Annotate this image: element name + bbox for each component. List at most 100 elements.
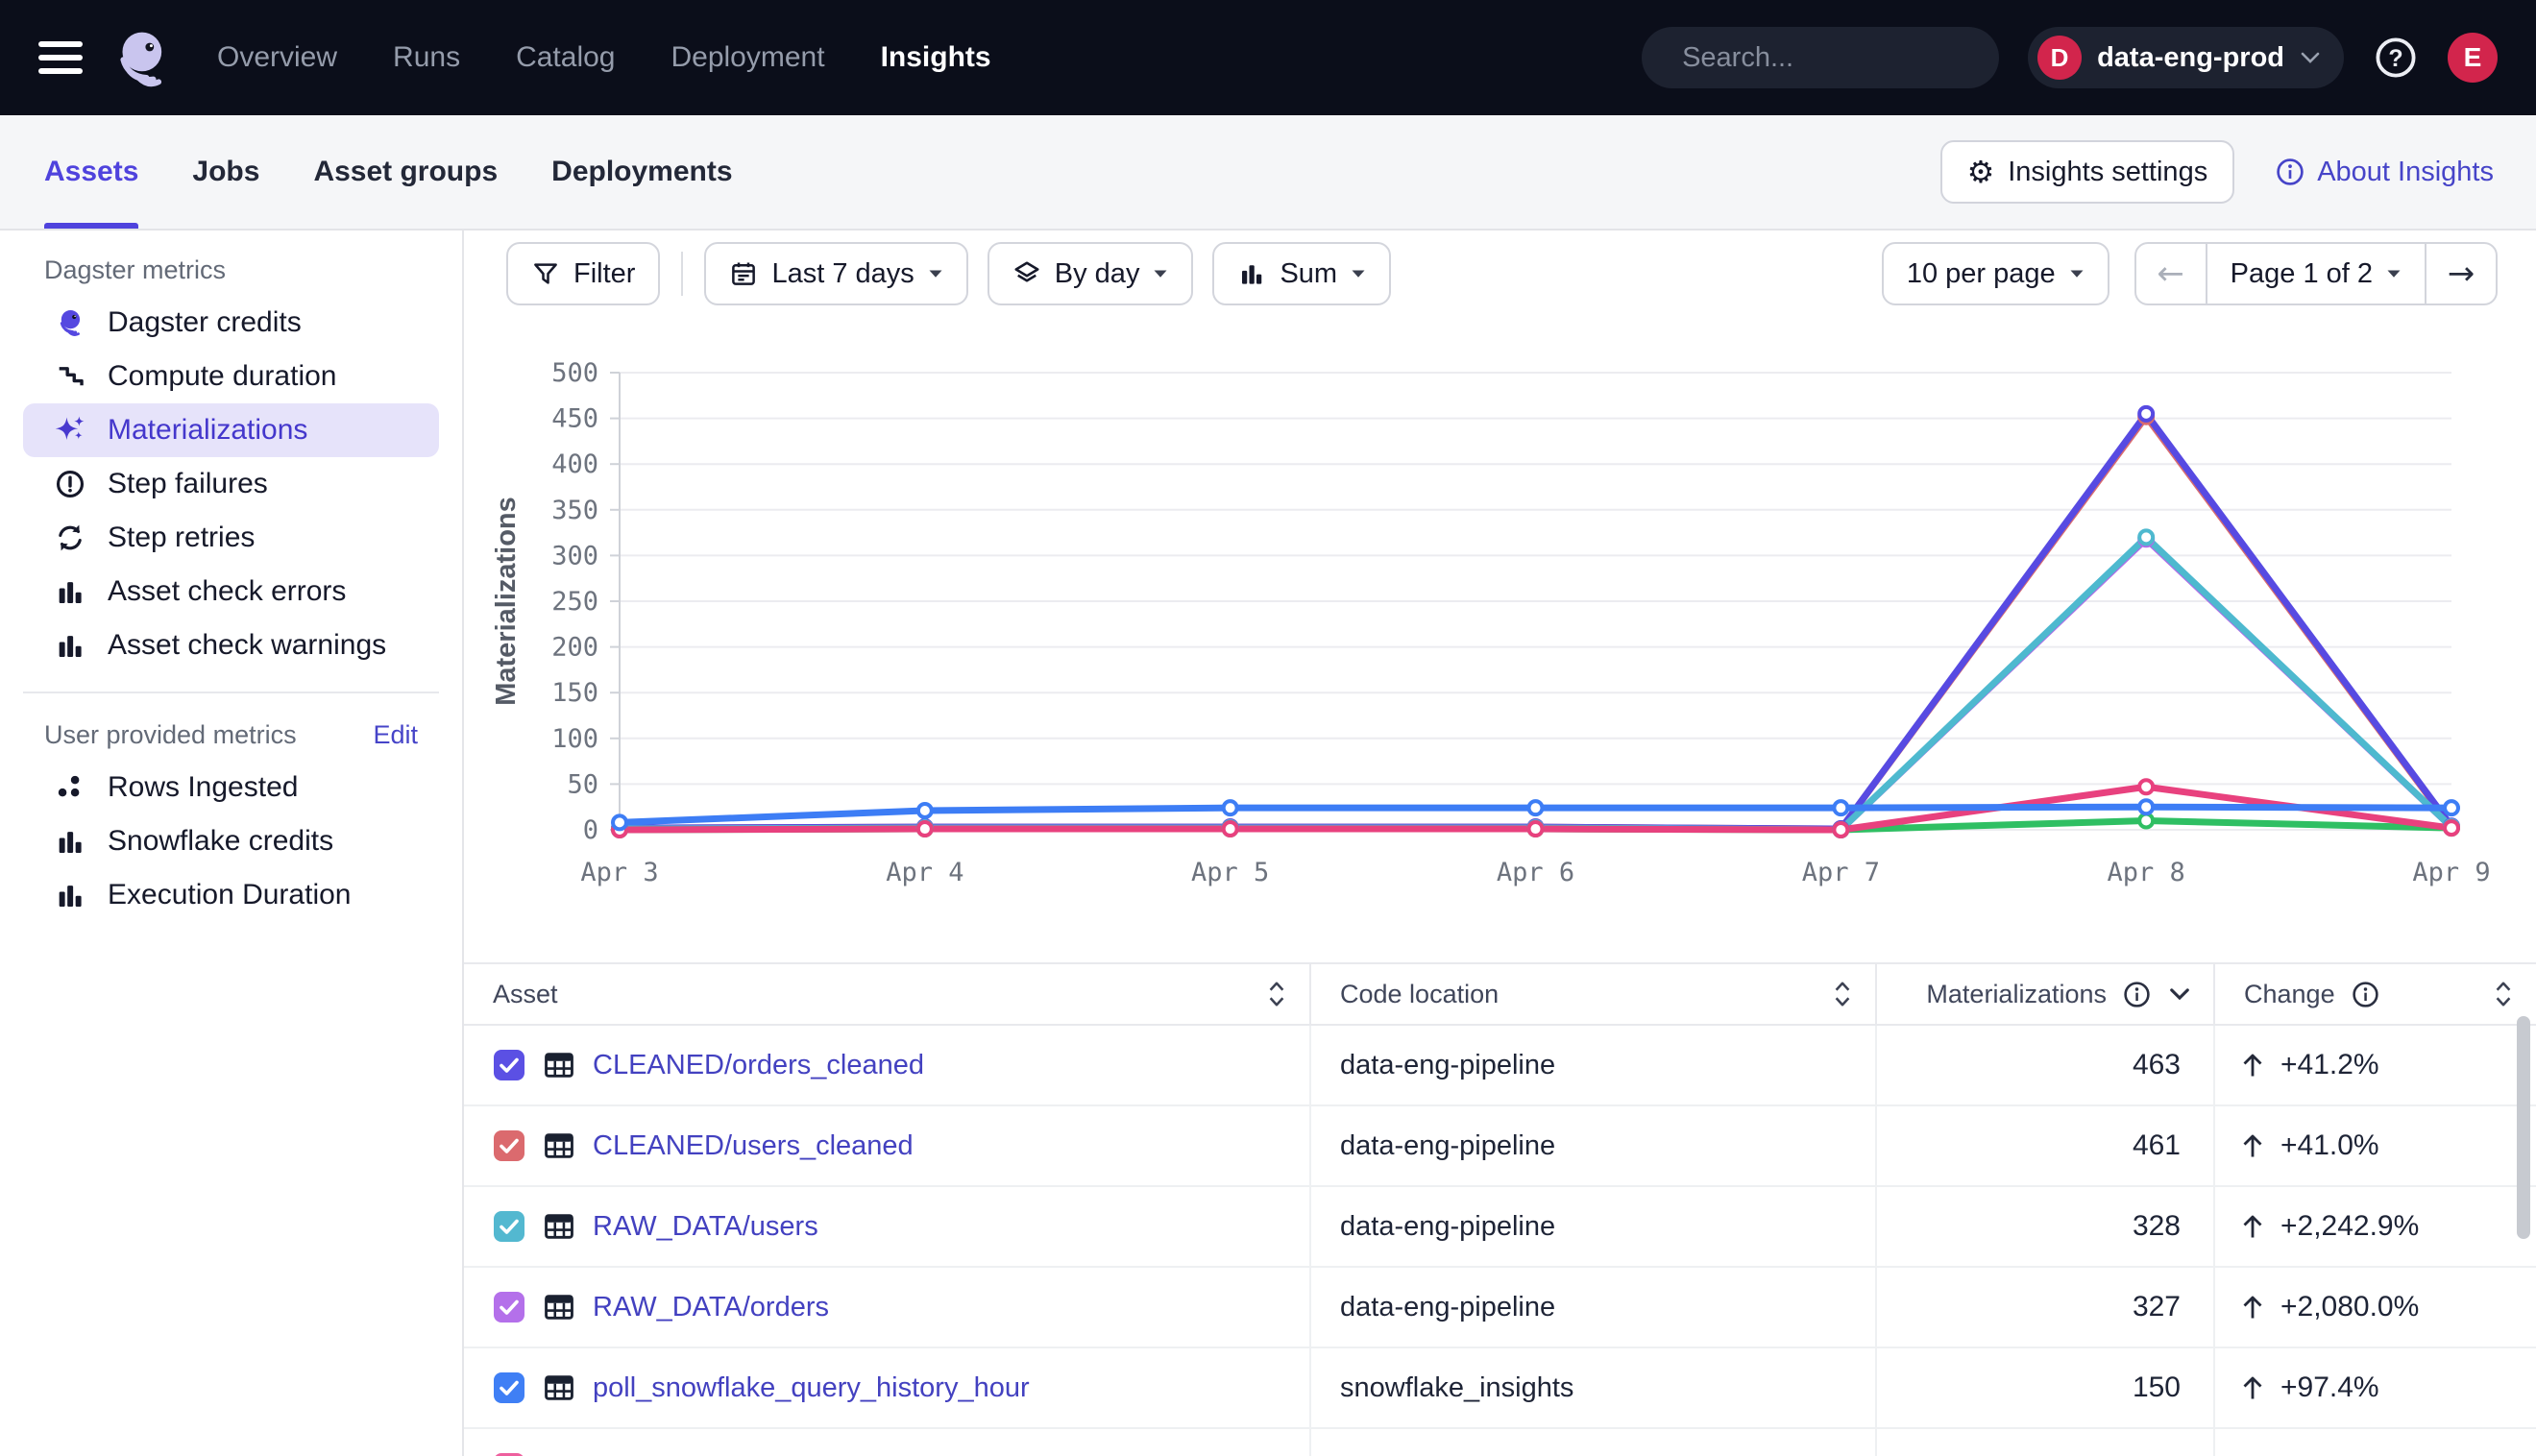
date-range-label: Last 7 days	[771, 258, 914, 290]
info-icon[interactable]	[2122, 980, 2152, 1009]
data-point	[1224, 822, 1237, 836]
tab-assets[interactable]: Assets	[44, 115, 138, 229]
dots-icon	[54, 771, 86, 804]
x-tick-label: Apr 3	[580, 858, 658, 887]
nav-item-deployment[interactable]: Deployment	[671, 41, 824, 74]
sidebar-item-step-retries[interactable]: Step retries	[23, 511, 439, 565]
search-input[interactable]	[1682, 42, 2044, 74]
row-checkbox[interactable]	[493, 1129, 525, 1162]
svg-text:?: ?	[2388, 45, 2402, 72]
sidebar-item-asset-check-errors[interactable]: Asset check errors	[23, 565, 439, 619]
insights-settings-label: Insights settings	[2008, 157, 2207, 188]
nav-item-insights[interactable]: Insights	[881, 41, 991, 74]
filter-button[interactable]: Filter	[506, 242, 660, 305]
row-checkbox[interactable]	[493, 1452, 525, 1456]
tab-jobs[interactable]: Jobs	[192, 115, 259, 229]
dagster-logo-icon[interactable]	[110, 26, 173, 89]
aggregation-dropdown[interactable]: Sum	[1212, 242, 1391, 305]
avatar[interactable]: E	[2448, 33, 2498, 83]
x-tick-label: Apr 5	[1191, 858, 1269, 887]
change-cell: +2,242.9%	[2213, 1187, 2536, 1268]
org-badge: D	[2037, 36, 2082, 80]
data-point	[2139, 813, 2153, 827]
data-point	[2139, 800, 2153, 813]
menu-icon[interactable]	[38, 41, 83, 74]
x-tick-label: Apr 8	[2108, 858, 2185, 887]
table-icon	[543, 1371, 575, 1404]
sidebar-item-materializations[interactable]: Materializations	[23, 403, 439, 457]
vertical-scrollbar[interactable]	[2517, 1016, 2530, 1239]
trend-up-icon	[2240, 1293, 2265, 1322]
y-tick-label: 450	[551, 404, 598, 434]
chevron-down-icon[interactable]	[2167, 985, 2192, 1003]
search-box[interactable]: /	[1642, 27, 1999, 88]
column-header-code-location[interactable]: Code location	[1309, 964, 1875, 1024]
table-row: CLEANED/users_cleaneddata-eng-pipeline46…	[464, 1106, 2536, 1187]
granularity-dropdown[interactable]: By day	[988, 242, 1194, 305]
dagster-icon	[54, 306, 86, 339]
column-header-materializations[interactable]: Materializations	[1875, 964, 2213, 1024]
nav-item-overview[interactable]: Overview	[217, 41, 337, 74]
sort-icon[interactable]	[1265, 979, 1288, 1009]
row-checkbox[interactable]	[493, 1049, 525, 1081]
y-axis-title: Materializations	[491, 497, 522, 706]
calendar-icon	[729, 259, 758, 288]
help-icon[interactable]: ?	[2373, 35, 2419, 81]
granularity-label: By day	[1055, 258, 1140, 290]
chevron-down-icon	[2069, 269, 2085, 279]
per-page-label: 10 per page	[1907, 258, 2056, 290]
asset-link[interactable]: CLEANED/…	[593, 1453, 760, 1456]
row-checkbox[interactable]	[493, 1371, 525, 1404]
info-icon[interactable]	[2351, 980, 2380, 1009]
data-point	[1224, 801, 1237, 814]
sidebar-item-execution-duration[interactable]: Execution Duration	[23, 868, 439, 922]
trend-up-icon	[2240, 1212, 2265, 1241]
asset-link[interactable]: CLEANED/orders_cleaned	[593, 1050, 924, 1081]
prev-page-button[interactable]: ←	[2136, 244, 2206, 303]
sidebar-item-snowflake-credits[interactable]: Snowflake credits	[23, 814, 439, 868]
sidebar-divider	[23, 692, 439, 693]
change-cell: +41.2%	[2213, 1026, 2536, 1106]
code-location-cell: data-eng-pipeline	[1309, 1106, 1875, 1187]
metrics-sidebar: Dagster metricsDagster creditsCompute du…	[0, 231, 464, 1456]
bar-chart-icon	[54, 825, 86, 858]
trend-up-icon	[2240, 1373, 2265, 1402]
asset-link[interactable]: RAW_DATA/users	[593, 1211, 818, 1243]
date-range-dropdown[interactable]: Last 7 days	[704, 242, 967, 305]
nav-item-runs[interactable]: Runs	[393, 41, 460, 74]
sidebar-item-compute-duration[interactable]: Compute duration	[23, 350, 439, 403]
aggregation-label: Sum	[1280, 258, 1337, 290]
asset-link[interactable]: RAW_DATA/orders	[593, 1292, 829, 1323]
sidebar-item-rows-ingested[interactable]: Rows Ingested	[23, 761, 439, 814]
page-selector[interactable]: Page 1 of 2	[2206, 244, 2426, 303]
sidebar-item-dagster-credits[interactable]: Dagster credits	[23, 296, 439, 350]
column-header-asset[interactable]: Asset	[464, 964, 1309, 1024]
per-page-dropdown[interactable]: 10 per page	[1882, 242, 2109, 305]
sort-icon[interactable]	[1831, 979, 1854, 1009]
tab-deployments[interactable]: Deployments	[551, 115, 732, 229]
pagination: ← Page 1 of 2 →	[2134, 242, 2498, 305]
row-checkbox[interactable]	[493, 1210, 525, 1243]
data-point	[2139, 530, 2153, 544]
nav-item-catalog[interactable]: Catalog	[516, 41, 615, 74]
org-switcher[interactable]: D data-eng-prod	[2028, 27, 2344, 88]
column-header-change[interactable]: Change	[2213, 964, 2536, 1024]
asset-link[interactable]: poll_snowflake_query_history_hour	[593, 1372, 1030, 1404]
next-page-button[interactable]: →	[2426, 244, 2496, 303]
bar-chart-icon	[1237, 259, 1266, 288]
y-tick-label: 300	[551, 541, 598, 570]
toolbar-divider	[681, 252, 683, 296]
insights-settings-button[interactable]: ⚙ Insights settings	[1940, 140, 2235, 204]
x-tick-label: Apr 9	[2412, 858, 2490, 887]
tab-asset-groups[interactable]: Asset groups	[313, 115, 498, 229]
sidebar-item-step-failures[interactable]: Step failures	[23, 457, 439, 511]
about-insights-link[interactable]: About Insights	[2275, 157, 2494, 188]
data-point	[918, 804, 932, 817]
asset-link[interactable]: CLEANED/users_cleaned	[593, 1130, 914, 1162]
sort-icon[interactable]	[2492, 979, 2515, 1009]
sidebar-item-asset-check-warnings[interactable]: Asset check warnings	[23, 619, 439, 672]
filter-label: Filter	[573, 258, 635, 290]
row-checkbox[interactable]	[493, 1291, 525, 1323]
edit-metrics-link[interactable]: Edit	[373, 720, 418, 750]
materializations-cell: 328	[1875, 1187, 2213, 1268]
